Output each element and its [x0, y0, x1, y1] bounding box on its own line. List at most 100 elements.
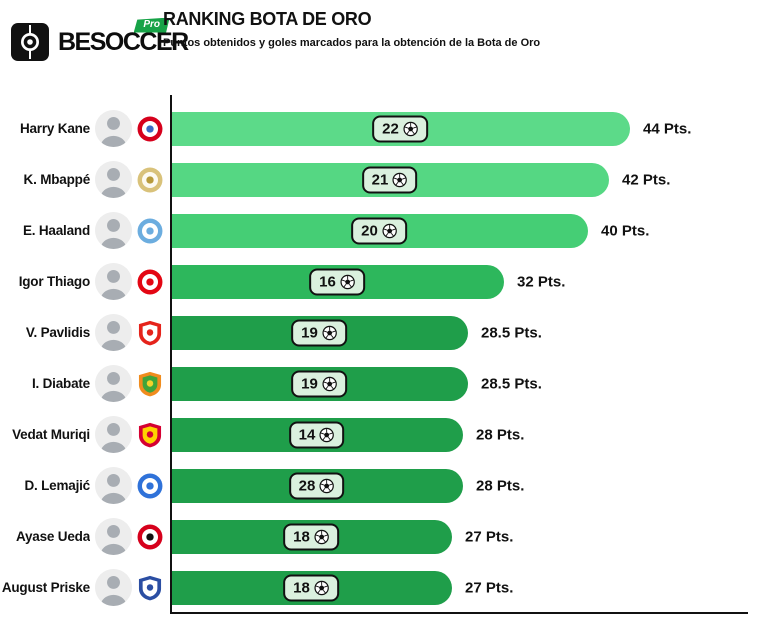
soccer-ball-icon	[319, 478, 335, 493]
chart-row: Vedat Muriqi 14 28 Pts.	[0, 409, 760, 460]
page-title: RANKING BOTA DE ORO	[163, 9, 372, 29]
chart-row: Igor Thiago 16 32 Pts.	[0, 256, 760, 307]
goals-badge: 22	[372, 115, 428, 142]
soccer-ball-icon	[314, 529, 329, 544]
page-subtitle: Puntos obtenidos y goles marcados para l…	[163, 37, 541, 49]
soccer-ball-icon	[322, 325, 337, 340]
player-photo	[95, 467, 132, 504]
chart-row: V. Pavlidis 19 28.5 Pts.	[0, 307, 760, 358]
goals-count: 19	[301, 324, 318, 341]
bar-zone: 18 27 Pts.	[170, 511, 760, 562]
points-label: 27 Pts.	[465, 528, 514, 545]
soccer-ball-icon	[340, 274, 355, 289]
soccer-ball-icon	[392, 172, 408, 187]
bar-zone: 20 40 Pts.	[170, 205, 760, 256]
player-name: K. Mbappé	[23, 172, 90, 187]
chart-row: I. Diabate 19 28.5 Pts.	[0, 358, 760, 409]
goals-badge: 16	[309, 268, 365, 295]
goals-badge: 18	[283, 574, 339, 601]
player-photo	[95, 518, 132, 555]
points-label: 28.5 Pts.	[481, 324, 542, 341]
bar-zone: 22 44 Pts.	[170, 103, 760, 154]
goals-count: 28	[298, 477, 316, 494]
club-badge-orange-green-shield	[137, 371, 163, 397]
pro-badge: Pro	[133, 17, 170, 33]
besoccer-logo: BESOCCER Pro	[10, 17, 189, 62]
points-label: 40 Pts.	[601, 222, 650, 239]
points-label: 44 Pts.	[643, 120, 692, 137]
player-name: E. Haaland	[22, 223, 90, 238]
player-photo	[95, 110, 132, 147]
bar-zone: 28 28 Pts.	[170, 460, 760, 511]
player-photo	[95, 365, 132, 402]
player-photo	[95, 263, 132, 300]
goals-count: 20	[361, 222, 378, 239]
goals-count: 16	[319, 273, 336, 290]
besoccer-pitch-icon	[10, 22, 50, 62]
brand-wordmark-wrap: BESOCCER Pro	[58, 17, 189, 57]
bar-zone: 19 28.5 Pts.	[170, 307, 760, 358]
goals-count: 21	[371, 171, 389, 188]
club-badge-red-eagle-shield	[137, 320, 163, 346]
bar-zone: 14 28 Pts.	[170, 409, 760, 460]
player-name: I. Diabate	[31, 376, 90, 391]
row-labels: Ayase Ueda	[0, 518, 170, 555]
points-label: 42 Pts.	[622, 171, 671, 188]
chart-row: K. Mbappé 21 42 Pts.	[0, 154, 760, 205]
club-badge-white-gold-crest	[137, 167, 163, 193]
goals-count: 19	[301, 375, 318, 392]
player-name: Vedat Muriqi	[12, 427, 90, 442]
chart-row: Harry Kane 22 44 Pts.	[0, 103, 760, 154]
goals-badge: 14	[288, 421, 345, 448]
row-labels: Vedat Muriqi	[0, 416, 170, 453]
player-photo	[95, 161, 132, 198]
chart-row: E. Haaland 20 40 Pts.	[0, 205, 760, 256]
soccer-ball-icon	[382, 223, 397, 238]
points-label: 28 Pts.	[476, 426, 525, 443]
y-axis-line	[170, 95, 172, 614]
player-name: August Priske	[1, 580, 90, 595]
soccer-ball-icon	[403, 121, 418, 136]
header: BESOCCER Pro RANKING BOTA DE ORO Puntos …	[0, 0, 760, 92]
club-badge-red-white-circle	[137, 116, 163, 142]
player-photo	[95, 416, 132, 453]
goals-badge: 28	[288, 472, 345, 499]
goals-count: 18	[293, 528, 310, 545]
club-badge-sky-blue-circle	[137, 218, 163, 244]
brand-wordmark: BESOCCER	[58, 27, 189, 56]
goals-badge: 18	[283, 523, 339, 550]
goals-badge: 21	[361, 166, 418, 193]
points-label: 32 Pts.	[517, 273, 566, 290]
goals-badge: 19	[291, 370, 347, 397]
chart-row: D. Lemajić 28 28 Pts.	[0, 460, 760, 511]
player-photo	[95, 212, 132, 249]
bar-zone: 16 32 Pts.	[170, 256, 760, 307]
bar-zone: 21 42 Pts.	[170, 154, 760, 205]
goals-badge: 19	[291, 319, 347, 346]
player-name: Harry Kane	[19, 121, 90, 136]
chart-row: August Priske 18 27 Pts.	[0, 562, 760, 613]
player-photo	[95, 569, 132, 606]
player-name: V. Pavlidis	[25, 325, 90, 340]
soccer-ball-icon	[314, 580, 329, 595]
bar-zone: 19 28.5 Pts.	[170, 358, 760, 409]
club-badge-red-ring-bee	[137, 269, 163, 295]
soccer-ball-icon	[319, 427, 335, 442]
club-badge-blue-circle	[137, 473, 163, 499]
club-badge-red-white-f-circle	[137, 524, 163, 550]
row-labels: K. Mbappé	[0, 161, 170, 198]
row-labels: D. Lemajić	[0, 467, 170, 504]
x-axis-line	[170, 612, 748, 614]
points-label: 28 Pts.	[476, 477, 525, 494]
chart-rows: Harry Kane 22 44 Pts. K. Mbappé	[0, 103, 760, 613]
soccer-ball-icon	[322, 376, 337, 391]
row-labels: E. Haaland	[0, 212, 170, 249]
goals-count: 22	[382, 120, 399, 137]
row-labels: August Priske	[0, 569, 170, 606]
row-labels: Harry Kane	[0, 110, 170, 147]
bar-chart: Harry Kane 22 44 Pts. K. Mbappé	[0, 95, 760, 614]
pro-badge-label: Pro	[143, 19, 161, 30]
points-label: 27 Pts.	[465, 579, 514, 596]
chart-row: Ayase Ueda 18 27 Pts.	[0, 511, 760, 562]
